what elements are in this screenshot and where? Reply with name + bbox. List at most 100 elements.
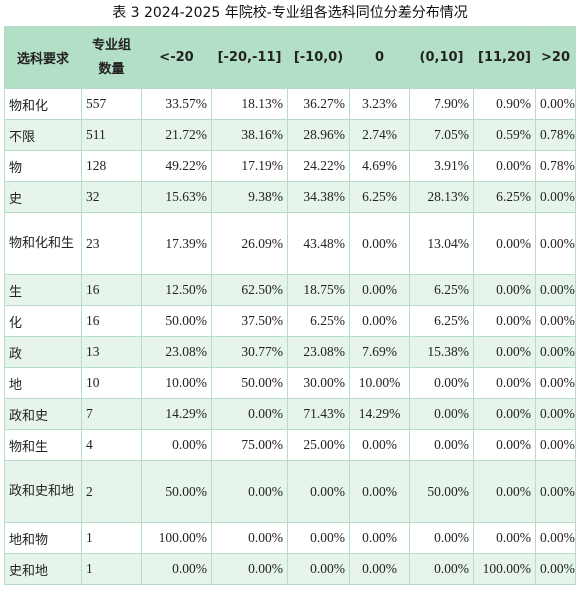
cell-value: 100.00% [141, 522, 212, 554]
cell-count: 16 [81, 274, 142, 306]
cell-value: 7.69% [349, 336, 410, 368]
cell-value: 0.90% [473, 88, 536, 120]
table-row: 政和史 7 14.29% 0.00% 71.43% 14.29% 0.00% 0.00% 0.0… [4, 398, 576, 430]
cell-value: 0.00% [473, 305, 536, 337]
cell-value: 0.00% [409, 429, 474, 461]
cell-value: 71.43% [287, 398, 350, 430]
cell-value: 0.00% [211, 398, 288, 430]
cell-value: 0.00% [473, 429, 536, 461]
cell-subject: 政 [4, 336, 82, 368]
cell-count: 13 [81, 336, 142, 368]
cell-value: 26.09% [211, 212, 288, 275]
cell-value: 14.29% [141, 398, 212, 430]
cell-value: 0.00% [473, 367, 536, 399]
cell-value: 43.48% [287, 212, 350, 275]
cell-subject: 政和史 [4, 398, 82, 430]
cell-value: 0.00% [349, 305, 410, 337]
table-row: 史 32 15.63% 9.38% 34.38% 6.25% 28.13% 6.25% 0.00… [4, 181, 576, 213]
cell-value: 0.00% [211, 522, 288, 554]
cell-value: 0.00% [535, 181, 576, 213]
cell-value: 0.00% [535, 212, 576, 275]
cell-value: 0.78% [535, 119, 576, 151]
table-caption: 表 3 2024-2025 年院校-专业组各选科同位分差分布情况 [112, 5, 468, 21]
cell-count: 128 [81, 150, 142, 182]
cell-value: 0.00% [409, 553, 474, 585]
table-row: 物和化和生 23 17.39% 26.09% 43.48% 0.00% 13.04% 0.00… [4, 212, 576, 275]
cell-value: 0.00% [349, 274, 410, 306]
cell-value: 21.72% [141, 119, 212, 151]
cell-value: 0.00% [473, 460, 536, 523]
header-range: <-20 [141, 26, 212, 89]
cell-count: 32 [81, 181, 142, 213]
cell-value: 9.38% [211, 181, 288, 213]
cell-value: 6.25% [473, 181, 536, 213]
cell-value: 0.00% [409, 522, 474, 554]
cell-value: 14.29% [349, 398, 410, 430]
cell-value: 30.77% [211, 336, 288, 368]
table-row: 政 13 23.08% 30.77% 23.08% 7.69% 15.38% 0.00% 0.0… [4, 336, 576, 368]
cell-value: 7.05% [409, 119, 474, 151]
cell-value: 30.00% [287, 367, 350, 399]
cell-value: 0.00% [287, 553, 350, 585]
cell-value: 38.16% [211, 119, 288, 151]
table-row: 不限 511 21.72% 38.16% 28.96% 2.74% 7.05% 0.59% 0.… [4, 119, 576, 151]
cell-value: 0.00% [409, 398, 474, 430]
cell-value: 0.00% [473, 212, 536, 275]
cell-value: 10.00% [141, 367, 212, 399]
cell-value: 0.00% [349, 522, 410, 554]
cell-count: 7 [81, 398, 142, 430]
cell-value: 0.00% [535, 274, 576, 306]
cell-value: 50.00% [141, 460, 212, 523]
cell-value: 0.00% [535, 522, 576, 554]
cell-value: 23.08% [141, 336, 212, 368]
cell-value: 75.00% [211, 429, 288, 461]
table-row: 物和生 4 0.00% 75.00% 25.00% 0.00% 0.00% 0.00% 0.00… [4, 429, 576, 461]
cell-value: 0.00% [535, 553, 576, 585]
cell-count: 511 [81, 119, 142, 151]
header-range: 0 [349, 26, 410, 89]
cell-value: 17.19% [211, 150, 288, 182]
header-range: [11,20] [473, 26, 536, 89]
cell-count: 4 [81, 429, 142, 461]
cell-count: 2 [81, 460, 142, 523]
cell-value: 12.50% [141, 274, 212, 306]
cell-value: 6.25% [287, 305, 350, 337]
distribution-table: 选科要求 专业组数量 <-20 [-20,-11] [-10,0) 0 (0,1… [4, 26, 576, 585]
cell-value: 13.04% [409, 212, 474, 275]
cell-value: 0.00% [535, 88, 576, 120]
cell-value: 0.00% [141, 553, 212, 585]
cell-value: 2.74% [349, 119, 410, 151]
cell-count: 10 [81, 367, 142, 399]
cell-value: 0.00% [211, 460, 288, 523]
table-body: 物和化 557 33.57% 18.13% 36.27% 3.23% 7.90% 0.90% 0… [4, 88, 576, 585]
cell-value: 0.00% [535, 305, 576, 337]
cell-subject: 物和生 [4, 429, 82, 461]
cell-value: 36.27% [287, 88, 350, 120]
table-row: 化 16 50.00% 37.50% 6.25% 0.00% 6.25% 0.00% 0.00% [4, 305, 576, 337]
cell-value: 15.63% [141, 181, 212, 213]
cell-value: 49.22% [141, 150, 212, 182]
cell-value: 0.00% [473, 522, 536, 554]
table-row: 物 128 49.22% 17.19% 24.22% 4.69% 3.91% 0.00% 0.7… [4, 150, 576, 182]
cell-value: 0.59% [473, 119, 536, 151]
cell-value: 17.39% [141, 212, 212, 275]
cell-subject: 物和化和生 [4, 212, 82, 275]
cell-value: 25.00% [287, 429, 350, 461]
cell-value: 28.13% [409, 181, 474, 213]
cell-value: 28.96% [287, 119, 350, 151]
cell-value: 62.50% [211, 274, 288, 306]
header-range: [-10,0) [287, 26, 350, 89]
cell-value: 0.00% [473, 336, 536, 368]
cell-value: 0.00% [287, 522, 350, 554]
cell-value: 0.00% [535, 367, 576, 399]
cell-value: 7.90% [409, 88, 474, 120]
cell-value: 0.00% [349, 429, 410, 461]
cell-value: 0.00% [349, 460, 410, 523]
cell-value: 0.00% [535, 460, 576, 523]
table-row: 政和史和地 2 50.00% 0.00% 0.00% 0.00% 50.00% 0.00% 0.… [4, 460, 576, 523]
table-row: 史和地 1 0.00% 0.00% 0.00% 0.00% 0.00% 100.00% 0.00… [4, 553, 576, 585]
cell-value: 0.00% [535, 336, 576, 368]
cell-value: 6.25% [409, 305, 474, 337]
cell-subject: 物和化 [4, 88, 82, 120]
